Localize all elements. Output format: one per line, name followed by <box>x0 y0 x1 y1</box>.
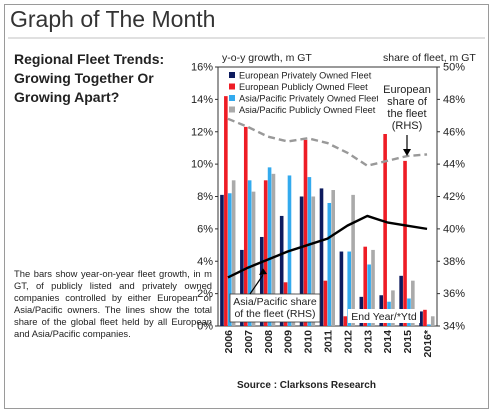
legend-swatch <box>229 106 235 113</box>
bar-3-2011 <box>331 190 335 326</box>
y-axis-left-title: y-o-y growth, m GT <box>222 52 312 64</box>
left-tick-label: 0% <box>197 321 213 333</box>
european-annotation-line: European <box>383 84 431 96</box>
bar-0-2010 <box>299 196 304 326</box>
bar-2-2008 <box>267 167 272 326</box>
bar-2-2013 <box>367 264 371 326</box>
legend-label: European Privately Owned Fleet <box>239 71 372 81</box>
page-title: Graph of The Month <box>10 6 216 32</box>
left-tick-label: 14% <box>191 94 213 106</box>
bar-3-2014 <box>391 290 395 326</box>
asia-annotation-line: Asia/Pacific share <box>233 296 317 308</box>
asia-share-line <box>227 214 428 279</box>
bar-0-2015 <box>399 275 403 326</box>
category-label: 2012 <box>342 330 354 354</box>
european-annotation-bg <box>378 78 436 134</box>
category-label: 2015 <box>402 330 414 354</box>
bar-1-2014 <box>383 84 387 327</box>
right-tick-label: 48% <box>443 94 465 106</box>
asia-annotation-box <box>229 293 321 323</box>
source-note: Source : Clarksons Research <box>0 380 493 391</box>
chart-description: The bars show year-on-year fleet growth,… <box>14 268 212 339</box>
left-tick-label: 6% <box>197 223 213 235</box>
bar-1-2016* <box>423 309 427 326</box>
bar-2-2011 <box>327 202 332 326</box>
category-label: 2013 <box>362 330 374 354</box>
legend-label: Asia/Pacific Publicly Owned Fleet <box>239 105 376 115</box>
european-annotation-line: share of <box>387 96 428 108</box>
right-tick-label: 44% <box>443 159 465 171</box>
right-tick-label: 38% <box>443 256 465 268</box>
right-tick-label: 46% <box>443 126 465 138</box>
european-share-line <box>227 117 428 167</box>
bar-3-2010 <box>311 196 316 326</box>
bar-2-2016* <box>427 324 431 326</box>
european-annotation-line: the fleet <box>387 108 426 120</box>
category-label: 2007 <box>243 330 255 354</box>
bar-0-2009 <box>279 215 284 326</box>
left-tick-label: 4% <box>197 256 213 268</box>
bar-0-2016* <box>419 311 423 326</box>
bar-1-2008 <box>263 180 268 326</box>
category-label: 2009 <box>283 330 295 354</box>
left-tick-label: 10% <box>191 159 213 171</box>
bar-3-2013 <box>371 249 375 326</box>
end-year-note: End Year/*Ytd <box>351 311 417 323</box>
right-tick-label: 36% <box>443 288 465 300</box>
left-tick-label: 16% <box>191 62 213 74</box>
bar-3-2006 <box>231 180 236 326</box>
bar-1-2006 <box>224 96 228 326</box>
bar-0-2007 <box>240 249 244 326</box>
left-tick-label: 12% <box>191 126 213 138</box>
legend-swatch <box>229 83 235 90</box>
chart-frame <box>4 4 489 409</box>
right-tick-label: 50% <box>443 62 465 74</box>
right-tick-label: 42% <box>443 191 465 203</box>
legend-label: Asia/Pacific Privately Owned Fleet <box>239 94 379 104</box>
bar-1-2015 <box>403 160 407 326</box>
asia-annotation-line: of the fleet (RHS) <box>234 308 315 320</box>
legend-label: European Publicly Owned Fleet <box>239 82 368 92</box>
bar-1-2007 <box>243 126 248 326</box>
note-bg <box>348 309 420 323</box>
right-tick-label: 34% <box>443 321 465 333</box>
left-tick-label: 2% <box>197 288 213 300</box>
category-label: 2011 <box>323 330 335 353</box>
bar-2-2010 <box>307 177 312 326</box>
bar-3-2012 <box>351 194 355 326</box>
legend-swatch <box>229 72 235 78</box>
bar-3-2007 <box>251 191 256 326</box>
category-label: 2016* <box>422 329 434 357</box>
category-label: 2006 <box>223 330 235 354</box>
category-label: 2008 <box>263 330 275 354</box>
y-axis-right-title: share of fleet, m GT <box>383 52 476 64</box>
chart-subtitle: Regional Fleet Trends: Growing Together … <box>14 51 165 105</box>
bar-3-2015 <box>411 280 415 326</box>
right-tick-label: 40% <box>443 223 465 235</box>
bar-0-2006 <box>220 194 224 326</box>
bar-2-2007 <box>247 180 252 326</box>
category-label: 2014 <box>382 330 394 354</box>
source-text: Source : Clarksons Research <box>237 380 376 391</box>
bar-2-2012 <box>347 251 352 326</box>
bar-2-2006 <box>227 193 232 326</box>
bar-1-2010 <box>303 139 308 326</box>
bar-1-2012 <box>343 316 348 326</box>
bar-0-2008 <box>259 236 264 326</box>
bar-3-2016* <box>430 316 435 326</box>
left-tick-label: 8% <box>197 191 213 203</box>
bar-3-2008 <box>271 173 276 326</box>
european-arrow-head <box>403 149 411 156</box>
bar-0-2012 <box>339 251 344 326</box>
category-label: 2010 <box>303 330 315 354</box>
asia-arrow-shaft <box>249 274 264 295</box>
legend-swatch <box>229 95 235 101</box>
title-divider <box>8 37 485 39</box>
bar-1-2013 <box>363 246 368 326</box>
bar-1-2011 <box>323 280 328 326</box>
bar-0-2011 <box>319 188 324 326</box>
asia-arrow-head <box>259 268 267 275</box>
european-annotation-line: (RHS) <box>392 120 423 132</box>
